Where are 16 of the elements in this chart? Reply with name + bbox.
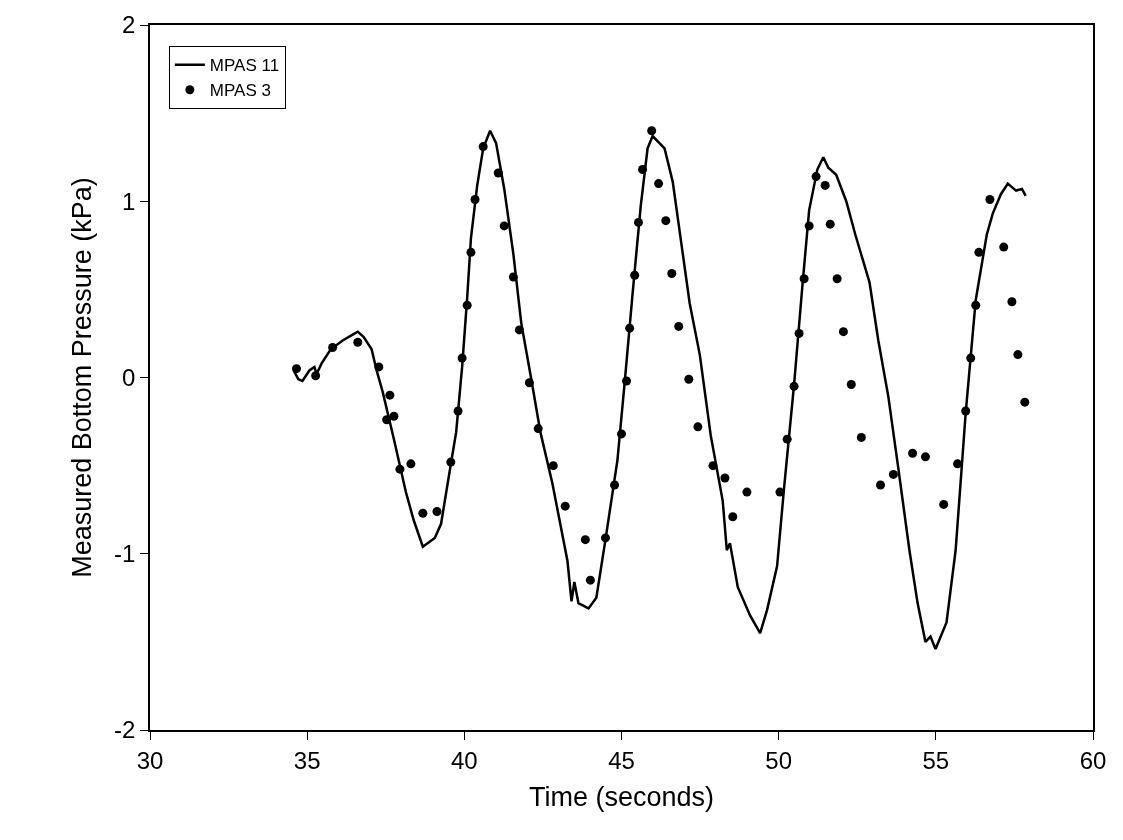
x-tick-label: 60 xyxy=(1079,746,1107,774)
y-axis-title: Measured Bottom Pressure (kPa) xyxy=(66,177,97,578)
y-tick-label: 0 xyxy=(122,363,136,391)
x-tick-label: 50 xyxy=(765,746,793,774)
y-tick-label: 1 xyxy=(122,187,136,215)
legend-label: MPAS 3 xyxy=(209,81,271,101)
y-tick-label: 2 xyxy=(122,11,136,39)
y-tick-label: -1 xyxy=(114,540,136,568)
x-axis-title: Time (seconds) xyxy=(528,782,715,813)
x-tick-label: 35 xyxy=(293,746,321,774)
y-tick-label: -2 xyxy=(114,716,136,744)
x-tick-label: 45 xyxy=(608,746,635,774)
x-tick-label: 55 xyxy=(922,746,950,774)
x-tick-label: 40 xyxy=(450,746,478,774)
x-tick-label: 30 xyxy=(136,746,164,774)
legend-label: MPAS 11 xyxy=(209,56,280,76)
